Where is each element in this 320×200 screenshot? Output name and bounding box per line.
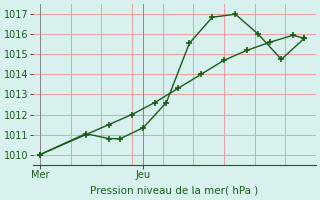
X-axis label: Pression niveau de la mer( hPa ): Pression niveau de la mer( hPa ) [90, 186, 259, 196]
